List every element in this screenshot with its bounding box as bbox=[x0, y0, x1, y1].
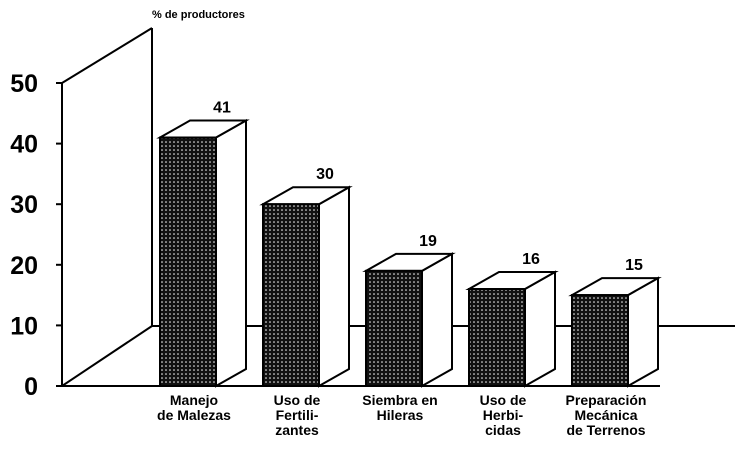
y-tick-label: 0 bbox=[24, 373, 38, 401]
x-tick-label: Preparación Mecánica de Terrenos bbox=[565, 392, 647, 438]
x-tick-label: Uso de Herbi- cidas bbox=[479, 392, 527, 438]
y-axis-label: % de productores bbox=[152, 9, 245, 21]
y-tick-label: 50 bbox=[10, 70, 38, 98]
data-label: 19 bbox=[419, 233, 437, 250]
bar-side bbox=[524, 270, 556, 388]
bar bbox=[262, 203, 320, 387]
data-label: 30 bbox=[316, 166, 334, 183]
bar bbox=[571, 294, 629, 388]
bar bbox=[468, 288, 526, 388]
y-tick-label: 30 bbox=[10, 191, 38, 219]
y-tick-label: 40 bbox=[10, 131, 38, 159]
bar-side bbox=[215, 118, 247, 388]
bar bbox=[159, 136, 217, 387]
y-tick-label: 20 bbox=[10, 252, 38, 280]
data-label: 16 bbox=[522, 251, 540, 268]
x-tick-label: Uso de Fertili- zantes bbox=[273, 392, 321, 438]
x-tick-label: Siembra en Hileras bbox=[362, 392, 438, 423]
bar-side bbox=[627, 276, 659, 388]
bar-side bbox=[318, 185, 350, 388]
x-tick-label: Manejo de Malezas bbox=[157, 392, 231, 423]
y-tick-label: 10 bbox=[10, 312, 38, 340]
bar bbox=[365, 269, 423, 387]
data-label: 41 bbox=[213, 100, 231, 117]
data-label: 15 bbox=[625, 257, 643, 274]
bar-side bbox=[421, 252, 453, 388]
